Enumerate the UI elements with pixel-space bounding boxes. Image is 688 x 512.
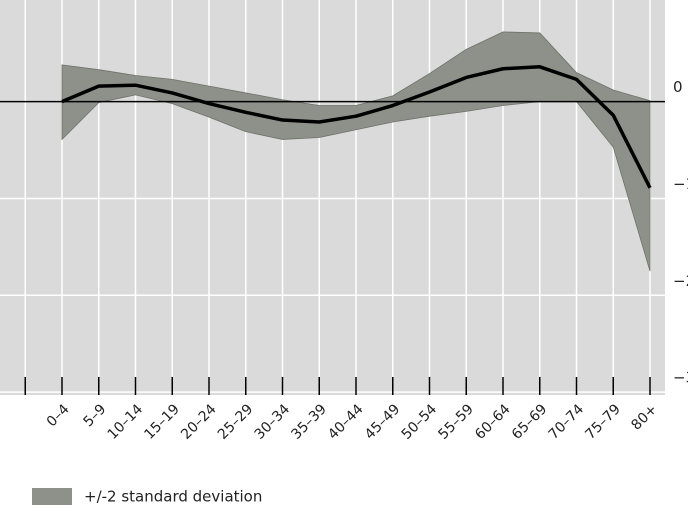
legend-label: +/-2 standard deviation [84,488,262,506]
mean-line [61,65,652,189]
x-tick-label: 75–79 [582,401,623,442]
legend-swatch [32,488,72,505]
x-tick-label: 80+ [628,401,660,433]
x-tick-label: 5–9 [81,401,110,430]
x-tick-label: 25–29 [215,401,256,442]
x-tick-label: 55–59 [435,401,476,442]
x-tick-label: 65–69 [509,401,550,442]
plot-background [0,0,665,395]
x-tick-label: 70–74 [546,401,588,443]
x-tick-label: 20–24 [178,401,220,443]
x-tick-label: 0–4 [44,401,73,430]
sd-band [61,31,651,272]
x-tick-label: 10–14 [105,401,147,443]
x-tick-label: 35–39 [288,401,329,442]
y-tick-label: −1 [673,175,688,193]
y-tick-label: −2 [673,272,688,290]
x-tick-label: 50–54 [399,401,441,443]
y-tick-label: −3 [673,369,688,387]
y-tick-label: 0 [673,78,683,96]
x-tick-label: 45–49 [362,401,403,442]
x-tick-label: 30–34 [252,401,294,443]
x-tick-label: 15–19 [141,401,182,442]
x-tick-label: 40–44 [325,401,367,443]
x-tick-label: 60–64 [472,401,514,443]
